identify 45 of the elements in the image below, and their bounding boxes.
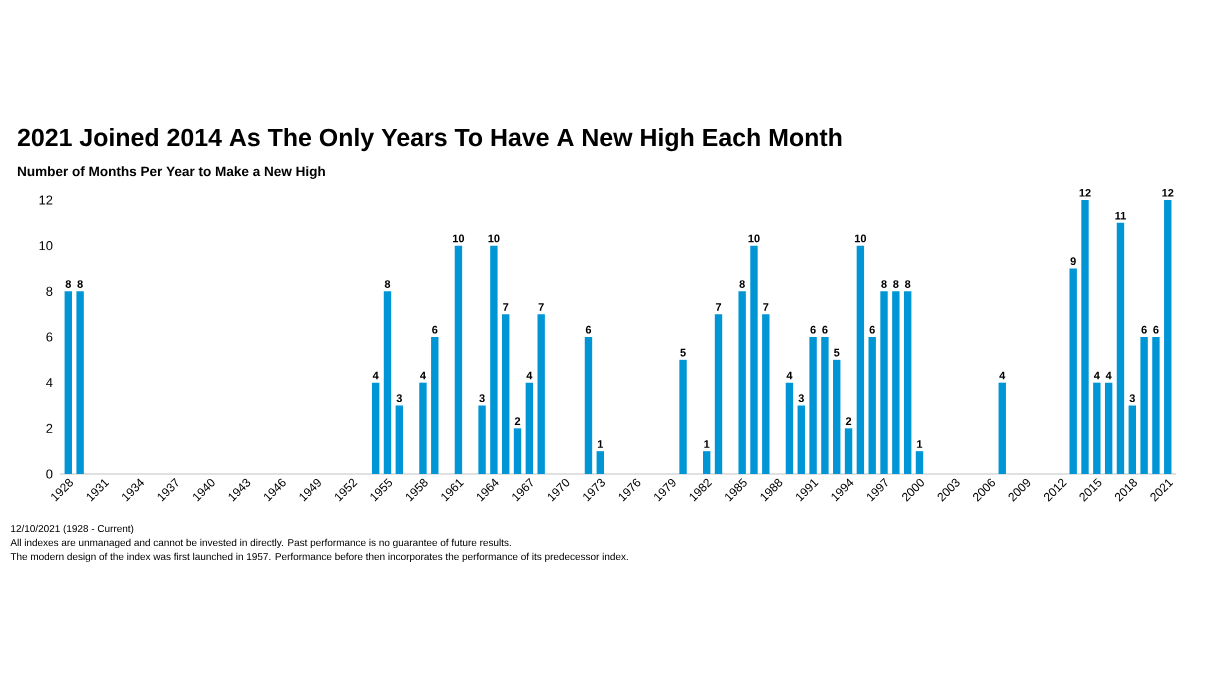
bar: [502, 314, 510, 474]
bar: [1140, 337, 1148, 474]
bar: [762, 314, 770, 474]
bar: [750, 245, 758, 474]
bar: [915, 451, 924, 474]
bar: [1164, 200, 1172, 474]
bar: [1116, 222, 1125, 474]
bar: [702, 451, 711, 474]
bar: [1081, 200, 1089, 474]
bar: [371, 382, 380, 474]
bar: [892, 291, 900, 474]
chart-title: 2021 Joined 2014 As The Only Years To Have A New High Each Month: [17, 127, 842, 152]
bar: [833, 359, 841, 474]
bar: [64, 291, 72, 474]
bar: [1093, 382, 1101, 474]
bar: [513, 428, 522, 474]
bar: [537, 314, 545, 474]
bar: [785, 382, 794, 474]
bar: [395, 405, 404, 474]
bar: [1069, 268, 1077, 474]
bar: [383, 291, 392, 474]
bar: [856, 245, 865, 474]
bar: [797, 405, 805, 474]
bar: [490, 245, 498, 474]
bar: [844, 428, 853, 474]
bar: [821, 337, 829, 474]
bar: [1128, 405, 1136, 474]
bar: [525, 382, 534, 474]
bar: [454, 245, 463, 474]
bar: [714, 314, 723, 474]
bar: [1104, 382, 1113, 474]
bar: [419, 382, 427, 474]
bar: [431, 337, 439, 474]
bar: [903, 291, 912, 474]
bar: [880, 291, 888, 474]
bar: [738, 291, 746, 474]
bar: [478, 405, 486, 474]
bar: [809, 337, 817, 474]
bar: [1152, 337, 1160, 474]
bar: [679, 359, 687, 474]
bar: [76, 291, 84, 474]
bar: [868, 337, 876, 474]
bar: [584, 337, 593, 474]
bar: [998, 382, 1006, 474]
bar: [596, 451, 604, 474]
